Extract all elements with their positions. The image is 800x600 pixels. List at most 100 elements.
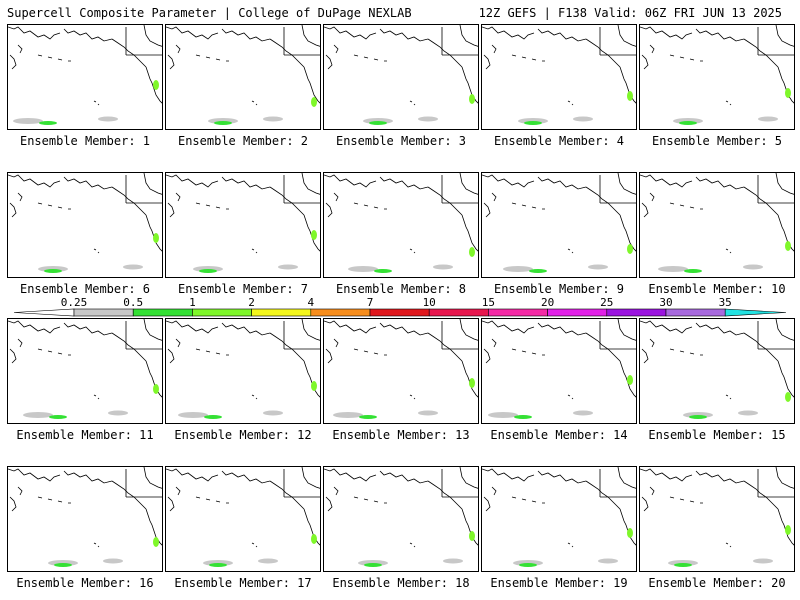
ensemble-member-label: Ensemble Member: 1 — [19, 134, 151, 148]
scp-shading — [203, 534, 317, 567]
basemap — [324, 319, 478, 419]
ensemble-map-panel — [639, 24, 795, 130]
colorbar-max-arrow — [724, 308, 787, 317]
colorbar-tick-label: 2 — [248, 296, 255, 309]
scp-shading — [208, 97, 317, 125]
basemap — [482, 467, 636, 567]
ensemble-member-label: Ensemble Member: 5 — [651, 134, 783, 148]
ensemble-member-label: Ensemble Member: 7 — [177, 282, 309, 296]
basemap — [324, 467, 478, 567]
ensemble-member-label: Ensemble Member: 9 — [493, 282, 625, 296]
ensemble-member-label: Ensemble Member: 19 — [490, 576, 628, 590]
colorbar-segment — [665, 308, 726, 317]
scp-shading — [488, 375, 633, 419]
scp-shading — [358, 531, 475, 567]
scp-shading — [348, 247, 475, 273]
scp-shading — [38, 233, 159, 273]
ensemble-map-panel — [481, 466, 637, 572]
ensemble-member-label: Ensemble Member: 14 — [490, 428, 628, 442]
scp-shading — [178, 381, 317, 419]
ensemble-map-panel — [481, 318, 637, 424]
colorbar-segment — [606, 308, 667, 317]
scp-shading — [518, 91, 633, 125]
ensemble-map-panel — [323, 466, 479, 572]
ensemble-member-label: Ensemble Member: 8 — [335, 282, 467, 296]
colorbar-legend: 0.25 0.5 1 2 4 7 10 15 20 25 30 35 — [13, 296, 787, 317]
ensemble-member-label: Ensemble Member: 10 — [648, 282, 786, 296]
colorbar-segment — [547, 308, 608, 317]
scp-shading — [513, 528, 633, 567]
basemap — [8, 467, 162, 567]
colorbar-segment — [73, 308, 134, 317]
ensemble-map-panel — [639, 466, 795, 572]
ensemble-map-panel — [7, 318, 163, 424]
ensemble-map-panel — [481, 24, 637, 130]
basemap — [640, 173, 794, 273]
colorbar-segment — [192, 308, 252, 317]
colorbar-tick-label: 7 — [367, 296, 374, 309]
basemap — [8, 173, 162, 273]
basemap — [324, 173, 478, 273]
colorbar-tick-label: 1 — [189, 296, 196, 309]
basemap — [324, 25, 478, 125]
ensemble-map-panel — [481, 172, 637, 278]
ensemble-map-panel — [7, 24, 163, 130]
colorbar-segment — [132, 308, 193, 317]
ensemble-member-label: Ensemble Member: 4 — [493, 134, 625, 148]
ensemble-map-panel — [165, 24, 321, 130]
colorbar-tick-label: 10 — [423, 296, 436, 309]
ensemble-member-label: Ensemble Member: 17 — [174, 576, 312, 590]
colorbar-segment — [251, 308, 312, 317]
ensemble-map-panel — [165, 318, 321, 424]
basemap — [166, 173, 320, 273]
basemap — [8, 25, 162, 125]
ensemble-member-label: Ensemble Member: 20 — [648, 576, 786, 590]
scp-shading — [503, 244, 633, 273]
colorbar-tick-label: 25 — [600, 296, 613, 309]
basemap — [640, 25, 794, 125]
colorbar-segment — [310, 308, 371, 317]
colorbar-tick-label: 0.5 — [123, 296, 143, 309]
basemap — [482, 173, 636, 273]
ensemble-member-label: Ensemble Member: 2 — [177, 134, 309, 148]
ensemble-map-panel — [639, 172, 795, 278]
header-title: Supercell Composite Parameter | College … — [7, 6, 412, 20]
colorbar-segment — [369, 308, 430, 317]
colorbar-tick-label: 15 — [482, 296, 495, 309]
ensemble-member-label: Ensemble Member: 16 — [16, 576, 154, 590]
scp-shading — [363, 94, 475, 125]
basemap — [482, 319, 636, 419]
colorbar-min-arrow — [13, 308, 75, 317]
colorbar-tick-label: 35 — [719, 296, 732, 309]
scp-shading — [333, 378, 475, 419]
basemap — [482, 25, 636, 125]
colorbar-tick-label: 20 — [541, 296, 554, 309]
scp-shading — [48, 537, 159, 567]
basemap — [166, 25, 320, 125]
ensemble-map-panel — [323, 318, 479, 424]
header-valid-time: 12Z GEFS | F138 Valid: 06Z FRI JUN 13 20… — [478, 6, 782, 20]
ensemble-member-label: Ensemble Member: 18 — [332, 576, 470, 590]
colorbar-tick-label: 4 — [307, 296, 314, 309]
ensemble-map-panel — [323, 172, 479, 278]
ensemble-map-panel — [165, 466, 321, 572]
scp-shading — [13, 80, 159, 125]
basemap — [640, 467, 794, 567]
basemap — [8, 319, 162, 419]
basemap — [166, 319, 320, 419]
ensemble-map-panel — [7, 172, 163, 278]
colorbar-tick-label: 30 — [659, 296, 672, 309]
ensemble-member-label: Ensemble Member: 13 — [332, 428, 470, 442]
ensemble-map-panel — [323, 24, 479, 130]
basemap — [640, 319, 794, 419]
ensemble-member-label: Ensemble Member: 3 — [335, 134, 467, 148]
basemap — [166, 467, 320, 567]
scp-shading — [23, 384, 159, 419]
ensemble-map-panel — [7, 466, 163, 572]
ensemble-map-panel — [639, 318, 795, 424]
colorbar-tick-label: 0.25 — [61, 296, 88, 309]
scp-shading — [673, 88, 791, 125]
ensemble-map-panel — [165, 172, 321, 278]
ensemble-member-label: Ensemble Member: 11 — [16, 428, 154, 442]
scp-shading — [683, 392, 791, 419]
